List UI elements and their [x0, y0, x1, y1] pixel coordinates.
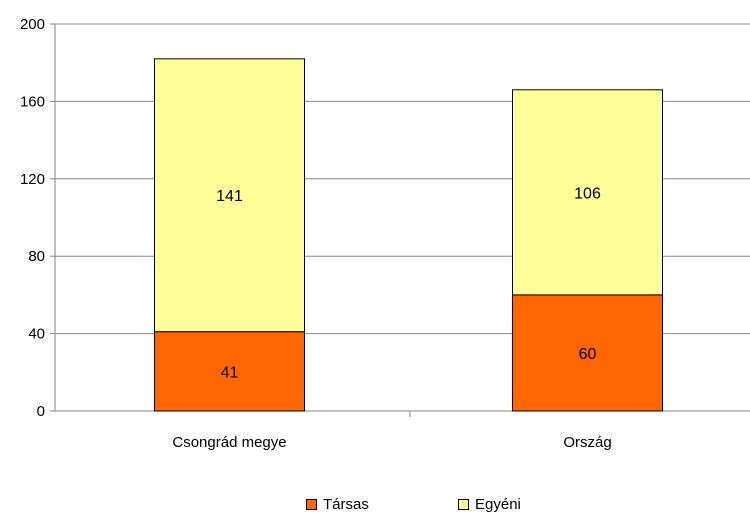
y-tick-label: 40: [28, 326, 45, 343]
data-label: 41: [221, 364, 239, 381]
y-tick-label: 160: [20, 93, 45, 110]
x-category-label: Csongrád megye: [172, 434, 286, 451]
y-tick-label: 200: [20, 16, 45, 33]
bar-segment-tarsas: [154, 331, 305, 412]
data-label: 106: [574, 185, 601, 202]
legend-swatch-tarsas: [306, 499, 317, 510]
bar-segment-egyeni: [154, 58, 305, 333]
bars: [154, 58, 663, 412]
legend-label-egyeni: Egyéni: [475, 496, 521, 513]
legend: Társas Egyéni: [0, 496, 750, 516]
labels: 0 40 80 120 160 200 41 141 Csongrád megye 60 106 Or…: [20, 16, 612, 451]
legend-swatch-egyeni: [458, 499, 469, 510]
legend-item-tarsas: Társas: [306, 496, 369, 513]
y-tick-label: 0: [37, 403, 45, 420]
y-tick-label: 120: [20, 171, 45, 188]
data-label: 141: [216, 188, 243, 205]
stacked-bar-chart: 0 40 80 120 160 200 41 141 Csongrád megye 60 106 Or…: [20, 16, 750, 451]
legend-label-tarsas: Társas: [323, 496, 369, 513]
data-label: 60: [579, 346, 597, 363]
bar-segment-egyeni: [512, 89, 663, 296]
x-category-label: Ország: [563, 434, 611, 451]
legend-item-egyeni: Egyéni: [458, 496, 521, 513]
y-tick-label: 80: [28, 248, 45, 265]
bar-segment-tarsas: [512, 294, 663, 412]
